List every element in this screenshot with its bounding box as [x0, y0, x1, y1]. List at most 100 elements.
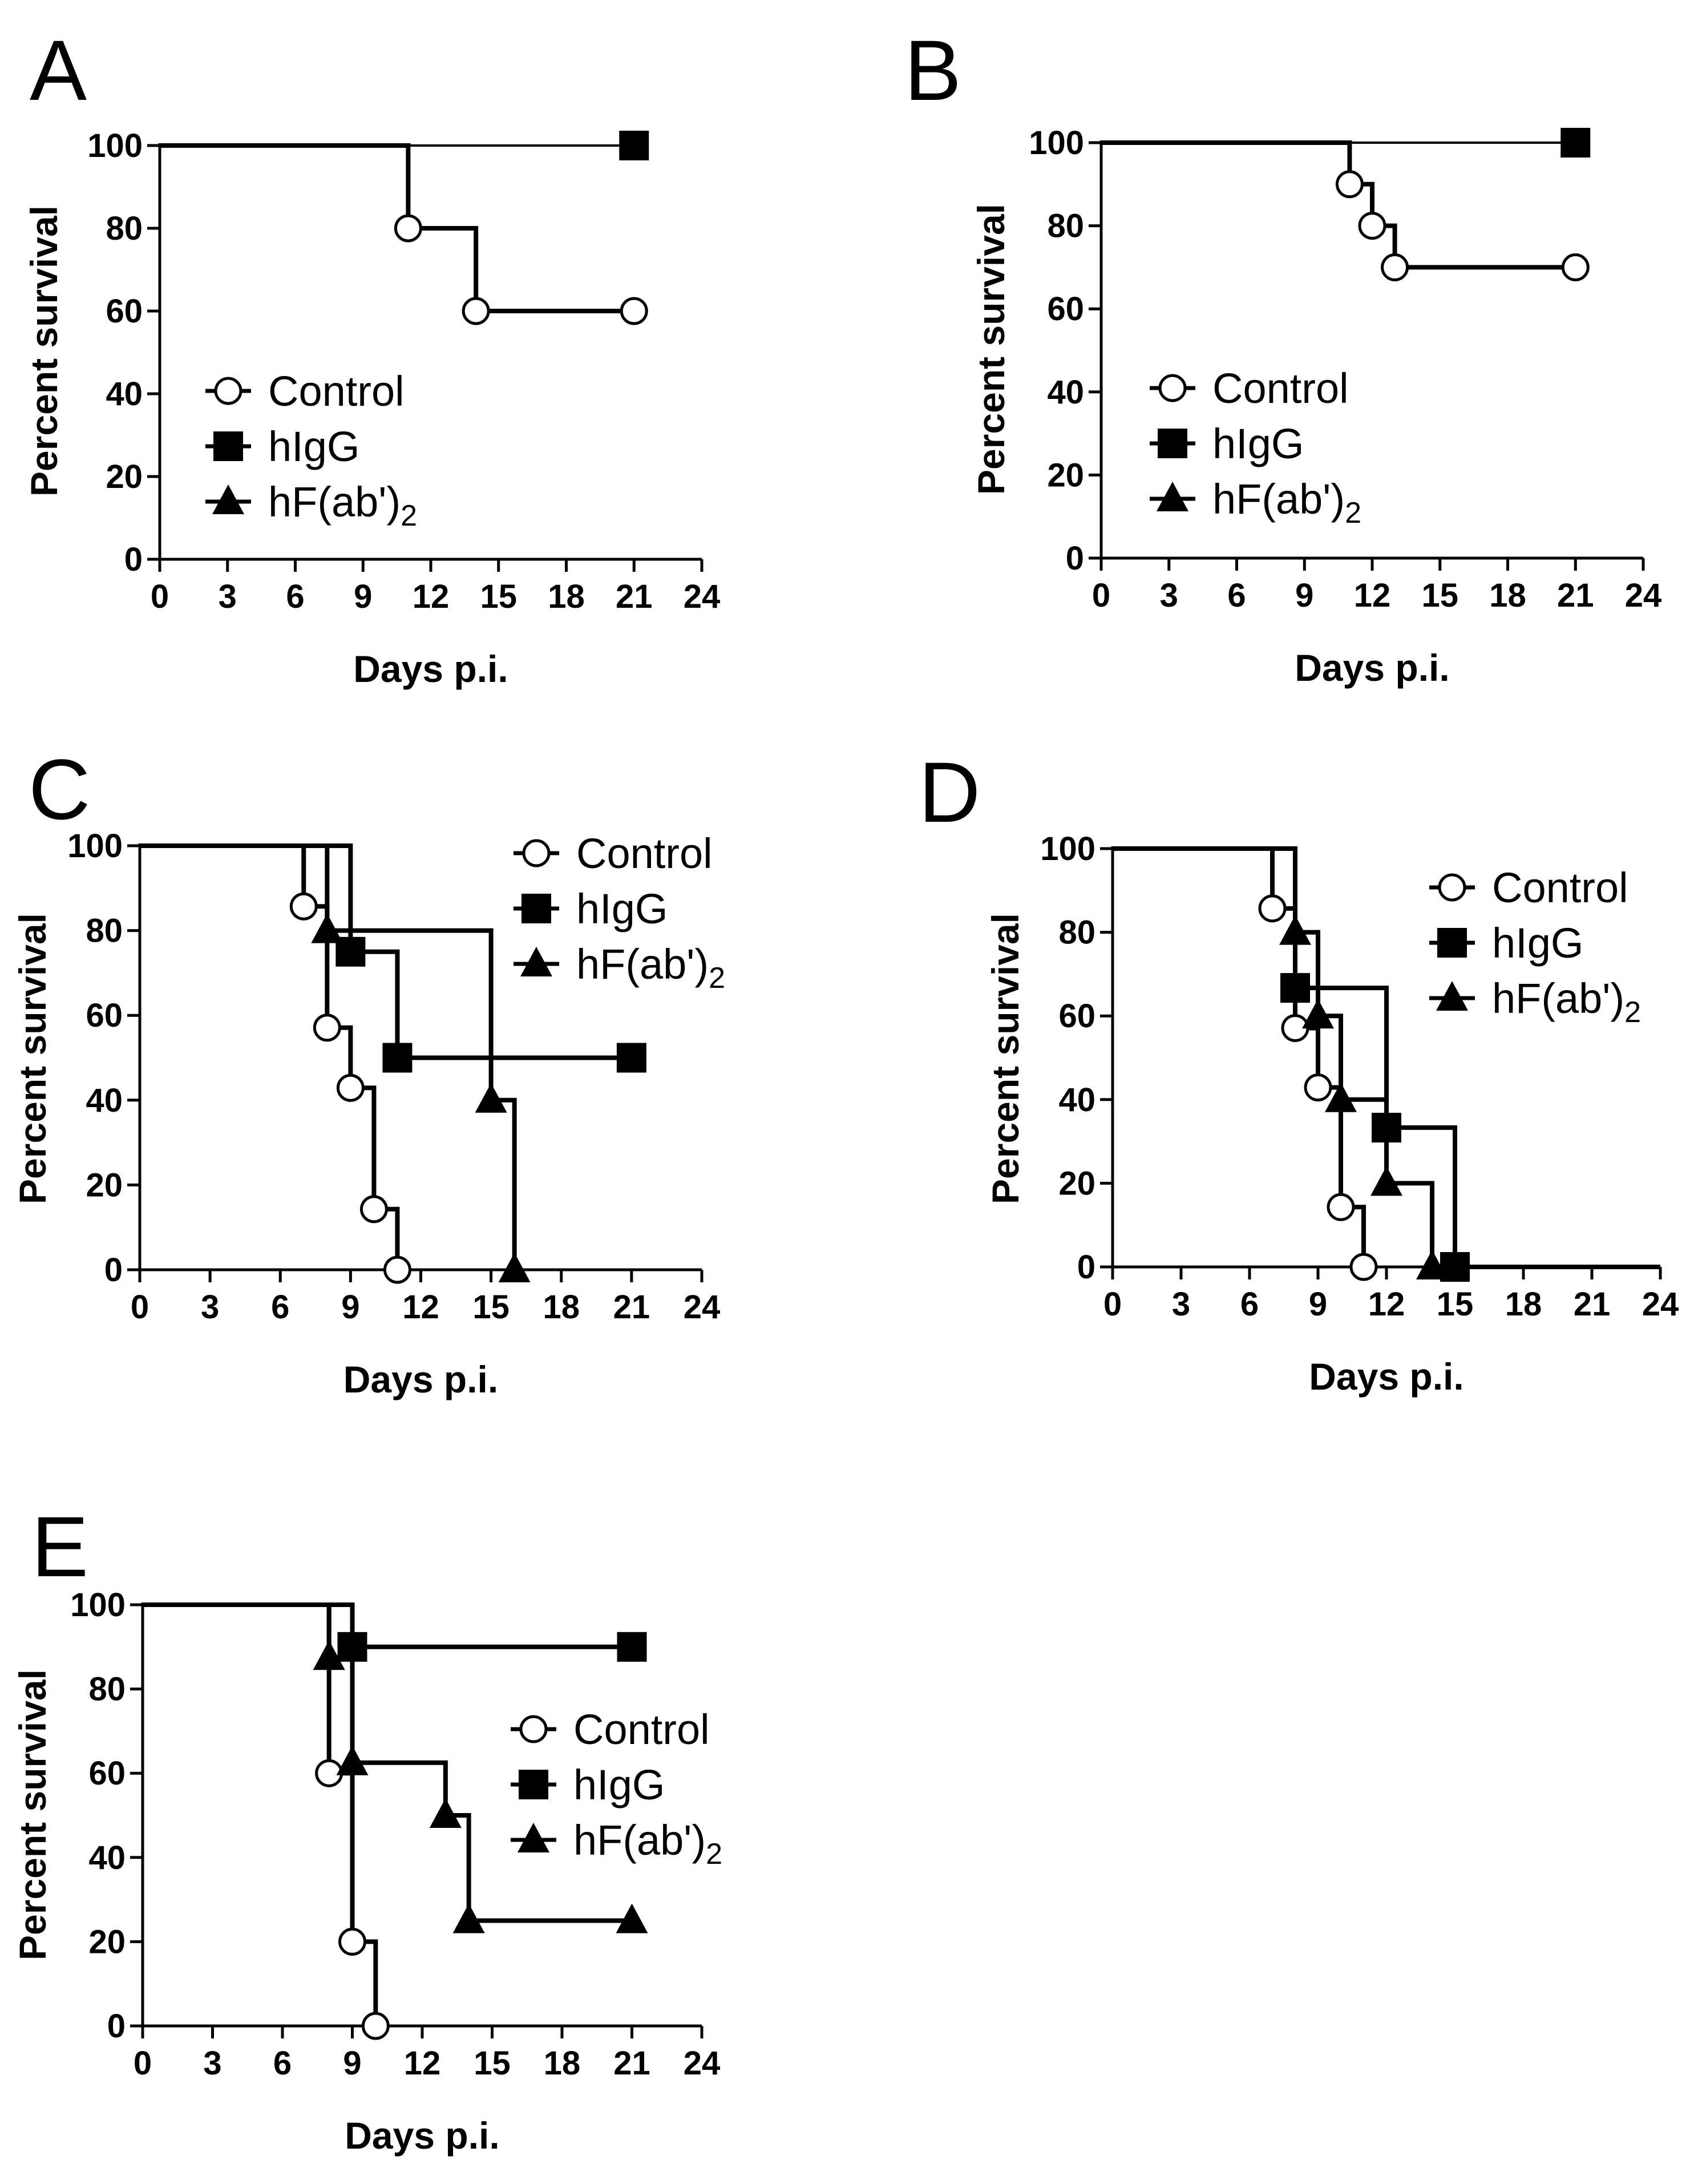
panel-a-legend-label-subscript: 2 — [401, 499, 417, 532]
panel-c-legend-marker-circle — [522, 839, 551, 867]
panel-e-xtick-label-0: 0 — [134, 2045, 152, 2082]
panel-c-control-point-2 — [336, 1073, 365, 1102]
panel-d-hf-ab-2-point-1 — [1302, 999, 1334, 1029]
panel-e-xtick-label-18: 18 — [544, 2045, 581, 2082]
panel-e-legend-item-control: Control — [511, 1706, 710, 1753]
panel-c-xtick-label-9: 9 — [341, 1289, 359, 1326]
panel-a-xtick-label-12: 12 — [413, 578, 450, 615]
panel-a-ytick-label-60: 60 — [106, 293, 143, 330]
panel-c-legend-label: hF(ab')2 — [576, 940, 725, 995]
panel-d-xtick-label-0: 0 — [1103, 1286, 1122, 1323]
panel-c-ytick-label-40: 40 — [86, 1082, 123, 1119]
panel-e-hf-ab-2-point-0 — [313, 1640, 345, 1670]
panel-c-ylabel: Percent survival — [11, 913, 54, 1204]
panel-e-control-point-1 — [338, 1927, 366, 1956]
panel-e-ytick-label-100: 100 — [70, 1586, 126, 1624]
panel-d-legend-label-main: Control — [1492, 864, 1628, 911]
panel-e-ytick-label-0: 0 — [107, 2008, 126, 2045]
panel-e-higg-line — [143, 1602, 632, 1649]
panel-d-hf-ab-2-point-2 — [1325, 1082, 1357, 1112]
panel-d-hf-ab-2-point-3 — [1370, 1166, 1402, 1196]
panel-c-xtick-label-0: 0 — [131, 1289, 149, 1326]
panel-e-legend-label-main: hIgG — [573, 1761, 665, 1808]
panel-a-ytick-label-100: 100 — [87, 127, 143, 164]
panel-a-letter: A — [30, 22, 87, 118]
panel-e-xlabel: Days p.i. — [345, 2114, 499, 2157]
panel-c-xlabel: Days p.i. — [343, 1358, 498, 1400]
panel-c-legend-label-main: Control — [576, 830, 713, 877]
panel-d: D 0 20 40 60 80 100 0 3 6 9 12 15 18 21 24 Days p.i. Perc… — [919, 744, 1679, 1398]
panel-c-legend-label-subscript: 2 — [709, 962, 725, 995]
panel-b-ytick-label-0: 0 — [1066, 540, 1084, 577]
panel-a: A 0 20 40 60 80 100 0 3 6 9 12 15 18 21 24 Days p.i. Perc… — [23, 22, 720, 690]
panel-c-legend-item-control: Control — [514, 830, 713, 877]
panel-e-xtick-label-6: 6 — [273, 2045, 292, 2082]
panel-a-ytick-label-20: 20 — [106, 458, 143, 495]
panel-c-legend-item-higg: hIgG — [514, 885, 668, 932]
panel-a-xtick-label-6: 6 — [286, 578, 304, 615]
panel-a-legend-marker-square — [213, 431, 243, 461]
panel-a-legend-item-higg: hIgG — [205, 423, 359, 470]
panel-d-xtick-label-21: 21 — [1574, 1286, 1611, 1323]
panel-e-xtick-label-21: 21 — [613, 2045, 650, 2082]
panel-b-xtick-label-24: 24 — [1625, 577, 1662, 614]
panel-b-letter: B — [904, 22, 961, 118]
panel-e-ytick-label-60: 60 — [88, 1755, 126, 1792]
panel-c-xtick-label-15: 15 — [472, 1289, 510, 1326]
panel-a-control-point-2 — [620, 297, 648, 325]
panel-c-series-control — [140, 843, 411, 1284]
panel-d-legend-marker-triangle — [1436, 981, 1468, 1011]
panel-b-ytick-label-100: 100 — [1029, 124, 1084, 162]
panel-a-legend-label: hF(ab')2 — [268, 478, 417, 532]
panel-e-legend-item-hf-ab-2: hF(ab')2 — [511, 1816, 722, 1871]
panel-e-hf-ab-2-point-1 — [336, 1745, 369, 1775]
panel-e-legend-marker-square — [519, 1770, 548, 1799]
panel-a-legend-marker-triangle — [212, 485, 244, 514]
panel-c-letter: C — [29, 741, 90, 837]
panel-d-hf-ab-2-point-4 — [1416, 1250, 1448, 1279]
panel-b-ytick-label-40: 40 — [1047, 374, 1084, 411]
panel-e-higg-point-1 — [617, 1632, 647, 1662]
panel-a-xtick-label-21: 21 — [616, 578, 653, 615]
panel-e-legend-marker-circle — [519, 1715, 548, 1743]
panel-a-control-point-1 — [462, 297, 490, 325]
panel-b-xlabel: Days p.i. — [1295, 647, 1449, 689]
panel-c-xtick-label-21: 21 — [613, 1289, 650, 1326]
panel-b-xtick-label-12: 12 — [1354, 577, 1391, 614]
panel-c-legend-item-hf-ab-2: hF(ab')2 — [514, 940, 725, 995]
panel-e-legend-label: hIgG — [573, 1761, 665, 1808]
panel-a-series-control — [160, 143, 648, 325]
panel-d-legend-label: hIgG — [1492, 919, 1583, 967]
panel-e: E 0 20 40 60 80 100 0 3 6 9 12 15 18 21 24 Days p.i. Perc… — [11, 1499, 722, 2157]
panel-b-xtick-label-21: 21 — [1557, 577, 1594, 614]
panel-e-control-point-2 — [361, 2012, 390, 2040]
panel-c-legend-label: hIgG — [576, 885, 668, 932]
panel-a-legend-label-main: hF(ab') — [268, 478, 401, 526]
panel-b-legend-marker-circle — [1158, 374, 1187, 402]
panel-b-ytick-label-60: 60 — [1047, 290, 1084, 328]
panel-a-ytick-label-0: 0 — [124, 541, 143, 578]
panel-e-letter: E — [31, 1499, 88, 1594]
panel-c-hf-ab-2-point-1 — [475, 1083, 507, 1113]
panel-d-higg-point-0 — [1280, 973, 1310, 1003]
panel-b-legend-label: hF(ab')2 — [1212, 475, 1361, 530]
panel-d-control-line — [1113, 846, 1366, 1267]
panel-d-ylabel: Percent survival — [984, 913, 1026, 1204]
panel-c-legend-label-main: hF(ab') — [576, 940, 709, 988]
panel-d-hf-ab-2-point-0 — [1279, 915, 1311, 945]
panel-b-ylabel: Percent survival — [970, 204, 1012, 495]
panel-c-legend-marker-square — [521, 894, 551, 923]
panel-b-xtick-label-6: 6 — [1227, 577, 1246, 614]
panel-c-xtick-label-6: 6 — [271, 1289, 289, 1326]
panel-d-series-hf-ab-2 — [1113, 846, 1448, 1279]
panel-b-legend-label: Control — [1212, 365, 1349, 412]
panel-c-ytick-label-0: 0 — [104, 1252, 123, 1289]
panel-c-hf-ab-2-line — [140, 843, 517, 1270]
panel-b-xtick-label-9: 9 — [1295, 577, 1313, 614]
panel-c-xtick-label-18: 18 — [543, 1289, 580, 1326]
panel-d-ytick-label-100: 100 — [1040, 830, 1095, 867]
panel-c-xtick-label-3: 3 — [201, 1289, 219, 1326]
panel-b-legend-item-higg: hIgG — [1150, 420, 1304, 467]
panel-b: B 0 20 40 60 80 100 0 3 6 9 12 15 18 21 24 Days p.i. Perc… — [904, 22, 1661, 689]
panel-e-legend-label: hF(ab')2 — [573, 1816, 722, 1871]
